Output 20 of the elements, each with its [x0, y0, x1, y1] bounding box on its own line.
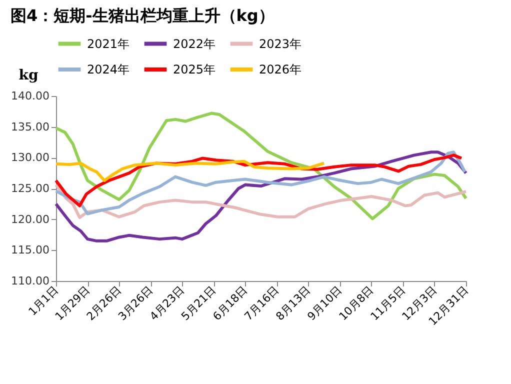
- legend-label: 2025年: [173, 62, 216, 76]
- legend-label: 2021年: [87, 36, 130, 51]
- line-series: [54, 150, 466, 216]
- line-series: [54, 183, 468, 219]
- chart-title: 图4：短期-生猪出栏均重上升（kg）: [10, 6, 274, 25]
- y-tick-label: 125.00: [11, 182, 50, 195]
- y-axis-title: kg: [18, 68, 38, 84]
- line-series: [54, 112, 468, 220]
- y-tick-label: 135.00: [11, 120, 50, 134]
- y-tick-label: 130.00: [11, 151, 50, 164]
- legend-label: 2024年: [87, 62, 130, 76]
- y-tick-label: 115.00: [11, 244, 50, 257]
- line-series: [54, 160, 326, 182]
- line-series: [54, 150, 468, 242]
- legend-label: 2026年: [259, 62, 302, 76]
- y-tick-label: 110.00: [11, 274, 50, 288]
- y-tick-label: 140.00: [11, 90, 50, 102]
- y-tick-label: 120.00: [11, 212, 50, 226]
- legend-label: 2023年: [259, 36, 302, 51]
- legend-label: 2022年: [173, 36, 216, 51]
